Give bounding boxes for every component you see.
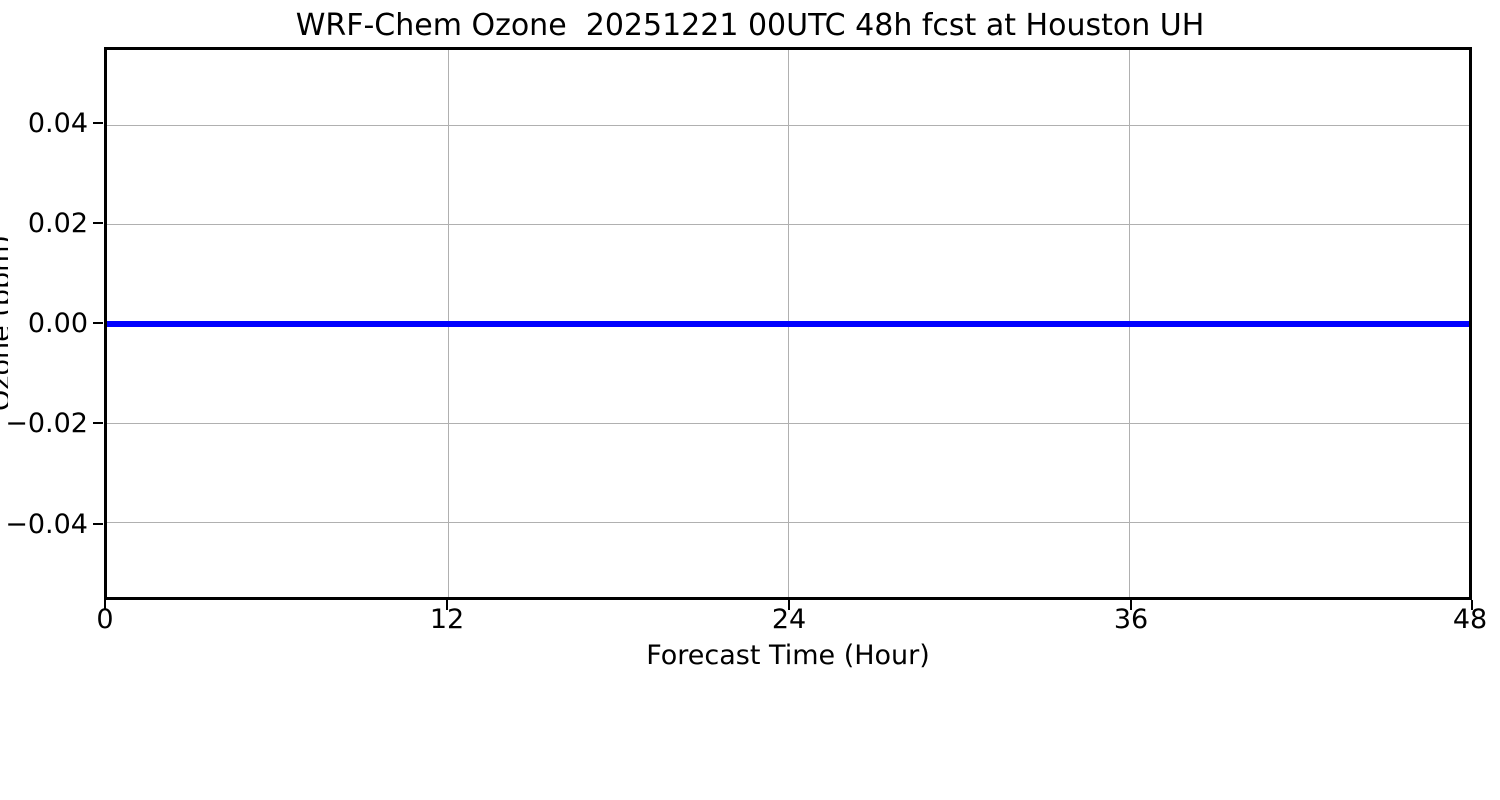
y-tick-mark bbox=[93, 122, 103, 124]
data-layer bbox=[107, 50, 1469, 597]
x-axis-label: Forecast Time (Hour) bbox=[646, 640, 930, 671]
x-tick-label: 36 bbox=[1113, 604, 1149, 635]
x-tick-label: 0 bbox=[96, 604, 114, 635]
y-tick-mark bbox=[93, 222, 103, 224]
x-tick-mark bbox=[1471, 600, 1473, 610]
x-tick-label: 48 bbox=[1452, 604, 1488, 635]
x-tick-mark bbox=[104, 600, 106, 610]
x-tick-mark bbox=[788, 600, 790, 610]
x-tick-mark bbox=[446, 600, 448, 610]
plot-area bbox=[104, 47, 1472, 600]
x-tick-label: 12 bbox=[429, 604, 465, 635]
y-axis-label-clip: Ozone (ppm) bbox=[0, 0, 8, 800]
y-tick-label: 0.02 bbox=[27, 208, 88, 239]
y-axis-label: Ozone (ppm) bbox=[0, 235, 8, 411]
y-tick-label: 0.04 bbox=[27, 108, 88, 139]
y-tick-label: −0.04 bbox=[5, 509, 88, 540]
series-line-ozone bbox=[107, 320, 1469, 327]
x-tick-label: 24 bbox=[771, 604, 807, 635]
chart-title: WRF-Chem Ozone 20251221 00UTC 48h fcst a… bbox=[295, 8, 1205, 43]
y-tick-mark bbox=[93, 422, 103, 424]
y-tick-label: −0.02 bbox=[5, 408, 88, 439]
y-tick-mark bbox=[93, 523, 103, 525]
y-tick-label: 0.00 bbox=[27, 308, 88, 339]
y-tick-mark bbox=[93, 322, 103, 324]
x-tick-mark bbox=[1130, 600, 1132, 610]
